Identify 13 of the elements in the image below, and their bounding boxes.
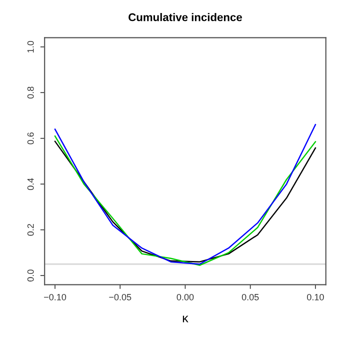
chart-title: Cumulative incidence	[128, 13, 242, 22]
x-tick-label: −0.05	[109, 294, 132, 300]
x-tick-label: 0.05	[242, 294, 259, 300]
y-tick-label: 0.0	[27, 270, 34, 282]
x-tick-label: 0.00	[176, 294, 194, 300]
x-axis-title: κ	[182, 316, 188, 322]
y-tick-label: 1.0	[27, 40, 34, 52]
x-tick-label: 0.10	[307, 294, 324, 300]
x-tick-label: −0.10	[44, 294, 66, 300]
y-tick-label: 0.4	[27, 178, 34, 190]
y-tick-label: 0.2	[27, 224, 34, 236]
y-tick-label: 0.6	[27, 132, 34, 144]
y-tick-label: 0.8	[27, 86, 34, 99]
